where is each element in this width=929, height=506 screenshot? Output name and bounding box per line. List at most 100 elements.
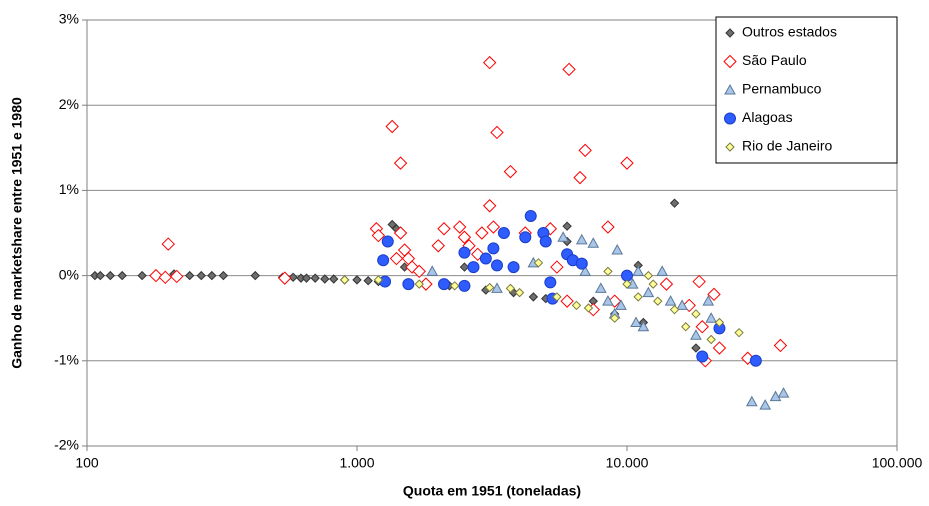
point [696,350,709,363]
point [149,268,163,283]
point [769,390,782,402]
point [329,274,339,284]
point [642,286,655,298]
point [557,231,569,242]
point [702,295,715,306]
point [539,235,552,248]
point [601,220,615,234]
point [288,272,298,283]
point [692,274,706,289]
point [691,343,701,353]
point [389,251,404,266]
point [402,278,415,291]
point [734,327,744,338]
point [575,233,588,245]
point [437,278,450,291]
point [659,277,674,291]
point [377,254,390,267]
point [690,329,702,340]
point [482,55,497,70]
point [745,395,758,407]
point [137,270,147,281]
legend-marker [724,112,736,125]
point [643,270,654,281]
point [250,270,260,281]
point [622,279,632,289]
point [170,269,184,284]
point [773,338,788,353]
point [479,252,492,265]
x-tick-label: 10.000 [606,455,649,471]
point [573,170,587,185]
point [490,259,503,272]
point [373,275,384,285]
point [656,265,669,276]
point [691,309,701,319]
point [562,221,572,231]
point [507,261,520,274]
point [552,292,562,302]
point [95,270,105,281]
point [578,143,592,158]
point [301,273,312,283]
point [603,266,613,277]
point [161,237,175,251]
x-axis-title: Quota em 1951 (toneladas) [403,483,581,499]
point [426,265,439,276]
point [458,279,471,292]
point [544,276,557,289]
point [505,283,516,294]
legend-marker [723,54,737,69]
legend-marker [725,142,735,152]
point [339,275,350,285]
point [278,271,292,285]
point [633,292,643,302]
point [490,125,504,140]
y-tick-label: 0% [59,266,79,282]
point [196,270,206,281]
point [184,270,195,281]
point [458,246,471,259]
point [562,62,576,77]
x-tick-label: 100 [75,455,99,471]
point [669,198,680,208]
point [706,334,716,345]
point [363,276,373,286]
point [632,265,645,276]
point [519,231,532,244]
legend-label: Alagoas [742,109,793,125]
legend-label: Rio de Janeiro [742,138,832,154]
point [777,387,790,398]
point [482,199,497,213]
point [487,242,500,255]
point [310,273,320,283]
point [664,295,677,306]
plot-area [86,19,898,447]
point [759,399,772,410]
legend-label: Pernambuco [742,81,822,97]
point [648,279,658,289]
point [437,222,451,236]
point [158,270,173,285]
point [749,354,762,367]
y-tick-label: 2% [59,96,79,112]
y-tick-label: 3% [59,11,79,27]
point [524,209,537,222]
point [705,312,718,323]
legend-marker [725,28,735,38]
point [653,296,663,306]
legend-marker [724,83,736,95]
point [630,316,642,327]
point [486,220,501,234]
point [385,119,399,134]
point [528,292,539,302]
point [571,300,582,311]
point [712,341,727,355]
point [449,281,460,291]
y-tick-label: -1% [54,352,79,368]
y-axis-title: Ganho de marketshare entre 1951 e 1980 [9,97,25,369]
point [695,320,709,334]
point [583,303,594,313]
point [320,274,330,284]
point [105,270,116,281]
